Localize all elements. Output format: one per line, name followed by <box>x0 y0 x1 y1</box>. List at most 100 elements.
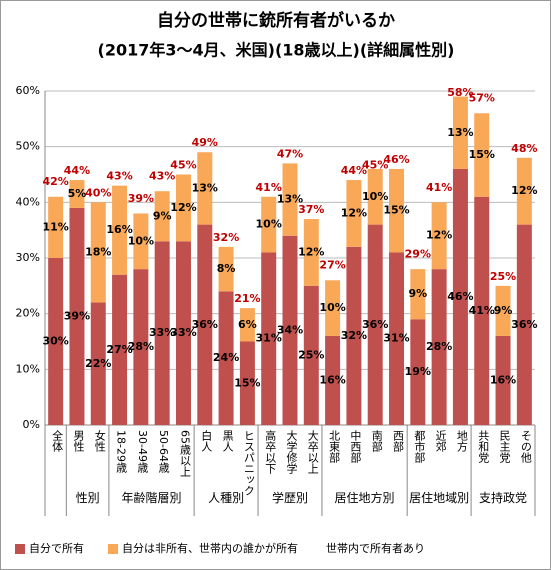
bar-segment <box>218 246 234 292</box>
bar-segment <box>197 224 213 425</box>
segment-label: 32% <box>341 329 367 342</box>
segment-label: 36% <box>362 318 388 331</box>
bar-segment <box>303 285 319 425</box>
segment-label: 12% <box>298 245 324 258</box>
segment-label: 12% <box>511 184 537 197</box>
bar-segment <box>367 224 383 425</box>
total-label: 46% <box>383 153 409 166</box>
segment-label: 30% <box>42 335 68 348</box>
segment-label: 33% <box>149 326 175 339</box>
y-tick-label: 0% <box>23 418 40 431</box>
group-label: 性別 <box>75 491 100 505</box>
segment-label: 19% <box>405 365 431 378</box>
segment-label: 9% <box>153 209 172 222</box>
segment-label: 10% <box>128 234 154 247</box>
total-label: 29% <box>405 248 431 261</box>
total-label: 32% <box>213 231 239 244</box>
segment-label: 11% <box>42 220 68 233</box>
bar-segment <box>431 202 447 270</box>
bar-segment <box>495 335 511 425</box>
x-tick-label: 白人 <box>199 430 213 452</box>
total-label: 39% <box>128 192 154 205</box>
bar-segment <box>474 196 490 425</box>
x-tick-label: 50-64歳 <box>157 430 171 473</box>
total-label: 40% <box>85 186 111 199</box>
x-tick-label: 女性 <box>93 430 107 452</box>
x-tick-label: 地方 <box>455 430 469 452</box>
bar-segment <box>239 341 255 425</box>
segment-label: 28% <box>426 340 452 353</box>
x-tick-label: 共和党 <box>476 430 490 463</box>
segment-label: 18% <box>85 245 111 258</box>
total-label: 21% <box>234 292 260 305</box>
total-label: 47% <box>277 147 303 160</box>
bar-segment <box>325 335 341 425</box>
segment-label: 10% <box>362 190 388 203</box>
bar-segment <box>346 180 362 247</box>
bar-segment <box>90 202 106 303</box>
segment-label: 10% <box>256 218 282 231</box>
y-tick-label: 60% <box>16 84 40 97</box>
bar-segment <box>367 168 383 225</box>
total-label: 41% <box>256 181 282 194</box>
bar-segment <box>325 280 341 336</box>
segment-label: 31% <box>383 332 409 345</box>
y-tick-label: 30% <box>16 251 40 264</box>
x-tick-label: 黒人 <box>221 430 235 452</box>
segment-label: 15% <box>234 376 260 389</box>
group-label: 学歴別 <box>271 491 308 505</box>
chart-subtitle: (2017年3～4月、米国)(18歳以上)(詳細属性別) <box>98 41 455 60</box>
bar-segment <box>175 241 191 425</box>
total-label: 49% <box>192 136 218 149</box>
bar-segment <box>516 157 532 225</box>
bar-segment <box>48 196 64 258</box>
segment-label: 16% <box>106 223 132 236</box>
segment-label: 27% <box>106 343 132 356</box>
bar-segment <box>431 269 447 425</box>
bar-segment <box>261 196 277 253</box>
segment-label: 13% <box>192 181 218 194</box>
x-tick-label: 都市部 <box>412 430 426 463</box>
bar-segment <box>282 163 298 236</box>
legend-label: 自分で所有 <box>29 541 84 555</box>
total-label: 45% <box>362 159 388 172</box>
x-tick-label: 高卒以下 <box>263 430 277 474</box>
group-label: 居住地域別 <box>409 491 470 505</box>
group-label: 人種別 <box>208 491 245 505</box>
bar-segment <box>133 213 149 270</box>
y-tick-label: 10% <box>16 362 40 375</box>
segment-label: 12% <box>426 229 452 242</box>
segment-label: 33% <box>170 326 196 339</box>
x-tick-label: 近郊 <box>434 430 448 452</box>
segment-label: 28% <box>128 340 154 353</box>
x-tick-label: 65歳以上 <box>178 430 192 477</box>
bar-segment <box>69 180 85 208</box>
segment-label: 16% <box>490 373 516 386</box>
bar-segment <box>346 246 362 425</box>
segment-label: 15% <box>469 148 495 161</box>
bar-segment <box>112 185 128 275</box>
x-tick-label: 全体 <box>50 430 64 452</box>
bar-segment <box>303 219 319 286</box>
segment-label: 34% <box>277 323 303 336</box>
bar-segment <box>175 174 191 242</box>
x-tick-label: 中西部 <box>348 430 362 463</box>
segment-label: 5% <box>68 187 87 200</box>
bar-segment <box>474 113 490 197</box>
x-tick-label: 大卒以上 <box>306 430 320 474</box>
bar-segment <box>495 285 511 336</box>
y-tick-label: 50% <box>16 140 40 153</box>
x-tick-label: 南部 <box>370 430 384 452</box>
total-label: 44% <box>64 164 90 177</box>
group-label: 支持政党 <box>479 491 528 505</box>
legend-label: 自分は非所有、世帯内の誰かが所有 <box>122 541 298 555</box>
bar-segment <box>197 152 213 225</box>
segment-label: 24% <box>213 351 239 364</box>
bar-segment <box>218 291 234 425</box>
group-label: 年齢階層別 <box>121 491 182 505</box>
total-label: 25% <box>490 270 516 283</box>
bar-segment <box>452 96 468 169</box>
segment-label: 8% <box>217 262 236 275</box>
